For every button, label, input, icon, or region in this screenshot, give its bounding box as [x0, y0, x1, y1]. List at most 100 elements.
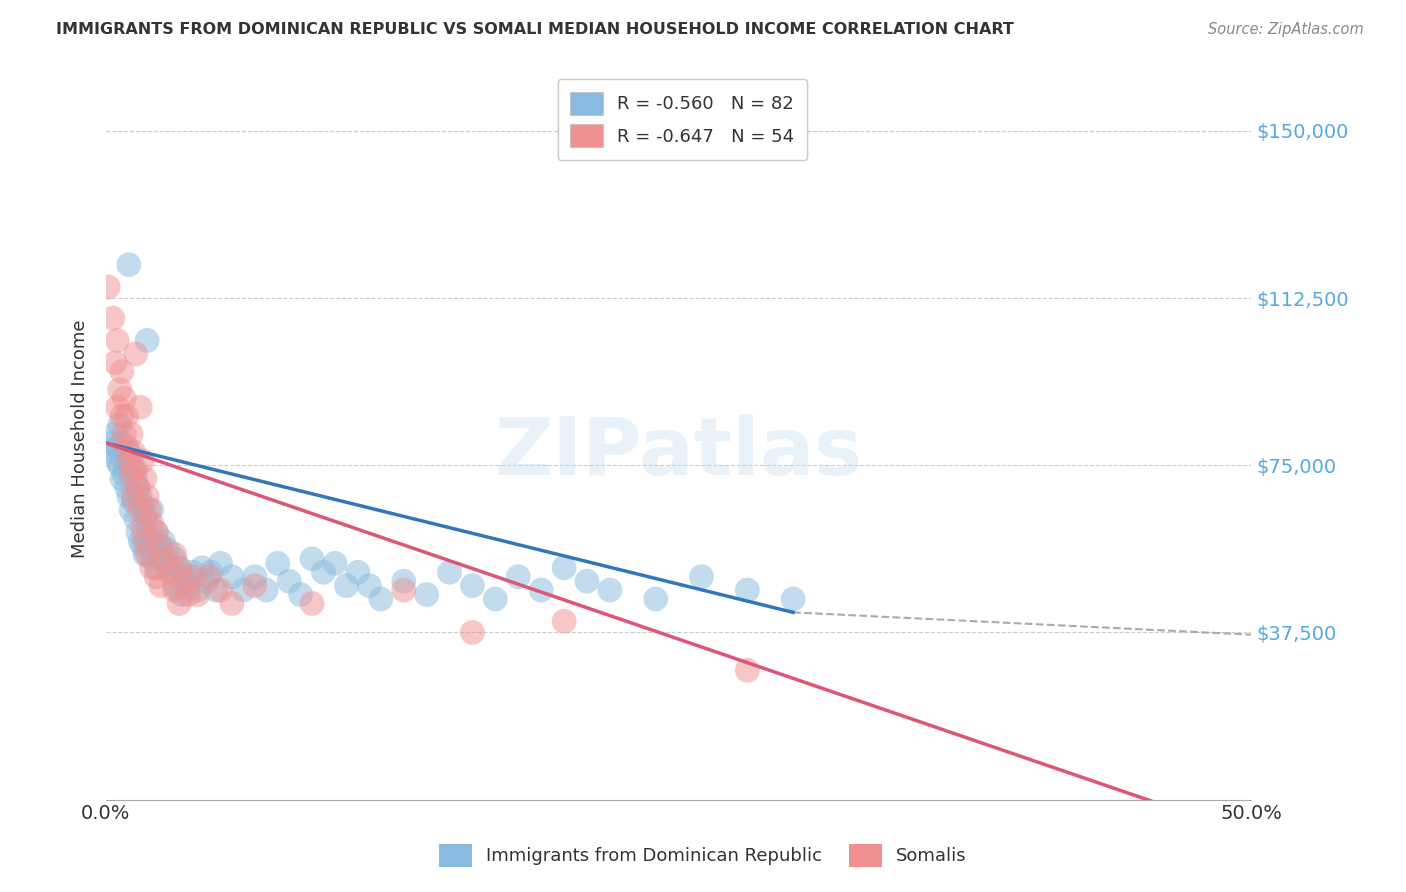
Point [181, 570, 204, 584]
Point [484, 592, 506, 607]
Point [167, 561, 190, 575]
Text: Source: ZipAtlas.com: Source: ZipAtlas.com [1208, 22, 1364, 37]
Point [122, 463, 145, 477]
Point [100, 436, 122, 450]
Point [737, 664, 759, 678]
Point [118, 445, 141, 459]
Point [115, 441, 138, 455]
Point [254, 583, 277, 598]
Point [312, 566, 335, 580]
Point [105, 401, 128, 415]
Point [174, 570, 197, 584]
Point [129, 503, 152, 517]
Point [205, 583, 228, 598]
Point [127, 481, 149, 495]
Point [125, 347, 148, 361]
Point [138, 503, 160, 517]
Point [167, 597, 190, 611]
Point [177, 588, 200, 602]
Point [125, 463, 148, 477]
Point [145, 561, 167, 575]
Point [118, 490, 141, 504]
Point [111, 365, 134, 379]
Point [461, 625, 484, 640]
Point [136, 334, 159, 348]
Point [278, 574, 301, 589]
Point [115, 409, 138, 424]
Point [370, 592, 392, 607]
Point [156, 543, 179, 558]
Point [359, 579, 381, 593]
Point [149, 548, 172, 562]
Point [553, 615, 575, 629]
Legend: Immigrants from Dominican Republic, Somalis: Immigrants from Dominican Republic, Soma… [432, 837, 974, 874]
Point [159, 566, 181, 580]
Text: ZIPatlas: ZIPatlas [495, 414, 863, 492]
Point [323, 557, 346, 571]
Point [136, 490, 159, 504]
Point [530, 583, 553, 598]
Point [129, 490, 152, 504]
Point [136, 516, 159, 531]
Point [461, 579, 484, 593]
Point [111, 409, 134, 424]
Point [155, 552, 177, 566]
Point [118, 454, 141, 468]
Point [301, 597, 323, 611]
Point [159, 566, 181, 580]
Y-axis label: Median Household Income: Median Household Income [72, 319, 89, 558]
Point [104, 427, 127, 442]
Point [221, 597, 243, 611]
Point [782, 592, 804, 607]
Point [112, 450, 135, 464]
Point [141, 516, 163, 531]
Point [152, 534, 174, 549]
Point [120, 454, 142, 468]
Point [163, 583, 186, 598]
Point [200, 566, 222, 580]
Point [104, 356, 127, 370]
Point [145, 525, 167, 540]
Point [118, 258, 141, 272]
Point [105, 334, 128, 348]
Point [115, 458, 138, 473]
Point [127, 481, 149, 495]
Point [191, 561, 214, 575]
Point [141, 552, 163, 566]
Point [136, 548, 159, 562]
Point [599, 583, 621, 598]
Point [186, 588, 208, 602]
Point [138, 534, 160, 549]
Point [112, 427, 135, 442]
Point [163, 579, 186, 593]
Point [111, 436, 134, 450]
Legend: R = -0.560   N = 82, R = -0.647   N = 54: R = -0.560 N = 82, R = -0.647 N = 54 [558, 79, 807, 160]
Point [243, 570, 266, 584]
Point [131, 454, 153, 468]
Text: IMMIGRANTS FROM DOMINICAN REPUBLIC VS SOMALI MEDIAN HOUSEHOLD INCOME CORRELATION: IMMIGRANTS FROM DOMINICAN REPUBLIC VS SO… [56, 22, 1014, 37]
Point [155, 557, 177, 571]
Point [129, 401, 152, 415]
Point [439, 566, 461, 580]
Point [120, 467, 142, 482]
Point [134, 472, 156, 486]
Point [101, 445, 124, 459]
Point [232, 583, 254, 598]
Point [335, 579, 357, 593]
Point [267, 557, 290, 571]
Point [186, 583, 208, 598]
Point [149, 579, 172, 593]
Point [392, 583, 415, 598]
Point [129, 534, 152, 549]
Point [347, 566, 370, 580]
Point [145, 570, 167, 584]
Point [112, 467, 135, 482]
Point [209, 583, 232, 598]
Point [167, 561, 190, 575]
Point [125, 512, 148, 526]
Point [690, 570, 713, 584]
Point [105, 441, 128, 455]
Point [112, 392, 135, 406]
Point [209, 557, 232, 571]
Point [125, 472, 148, 486]
